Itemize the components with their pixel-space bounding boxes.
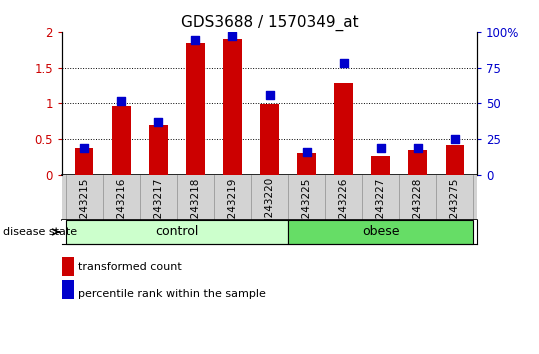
Text: GSM243225: GSM243225	[301, 177, 312, 241]
Text: control: control	[155, 225, 198, 239]
Text: GSM243275: GSM243275	[450, 177, 460, 241]
Bar	[223, 39, 241, 175]
Bar	[298, 154, 316, 175]
Point	[117, 98, 126, 103]
Point	[154, 119, 163, 125]
Point	[376, 145, 385, 150]
Text: GSM243215: GSM243215	[79, 177, 89, 241]
Bar	[334, 84, 353, 175]
Text: GSM243220: GSM243220	[265, 177, 274, 240]
Text: disease state: disease state	[3, 227, 77, 237]
Point	[80, 145, 88, 150]
Text: GSM243216: GSM243216	[116, 177, 126, 241]
Bar	[186, 42, 205, 175]
Point	[228, 33, 237, 39]
Text: GSM243227: GSM243227	[376, 177, 386, 241]
Text: transformed count: transformed count	[78, 262, 182, 272]
Point	[302, 149, 311, 155]
Text: GSM243219: GSM243219	[227, 177, 238, 241]
Text: GSM243217: GSM243217	[153, 177, 163, 241]
Bar	[75, 148, 93, 175]
Point	[413, 145, 422, 150]
Text: GSM243226: GSM243226	[338, 177, 349, 241]
Bar	[446, 145, 464, 175]
Bar	[371, 156, 390, 175]
Bar	[409, 150, 427, 175]
Bar	[149, 125, 168, 175]
Bar	[66, 220, 288, 244]
Point	[340, 61, 348, 66]
Text: percentile rank within the sample: percentile rank within the sample	[78, 289, 266, 299]
Text: GSM243218: GSM243218	[190, 177, 201, 241]
Bar	[260, 104, 279, 175]
Title: GDS3688 / 1570349_at: GDS3688 / 1570349_at	[181, 14, 358, 30]
Text: obese: obese	[362, 225, 399, 239]
Point	[191, 38, 199, 43]
Point	[265, 92, 274, 98]
Bar	[288, 220, 473, 244]
Text: GSM243228: GSM243228	[413, 177, 423, 241]
Point	[451, 136, 459, 142]
Bar	[112, 105, 130, 175]
